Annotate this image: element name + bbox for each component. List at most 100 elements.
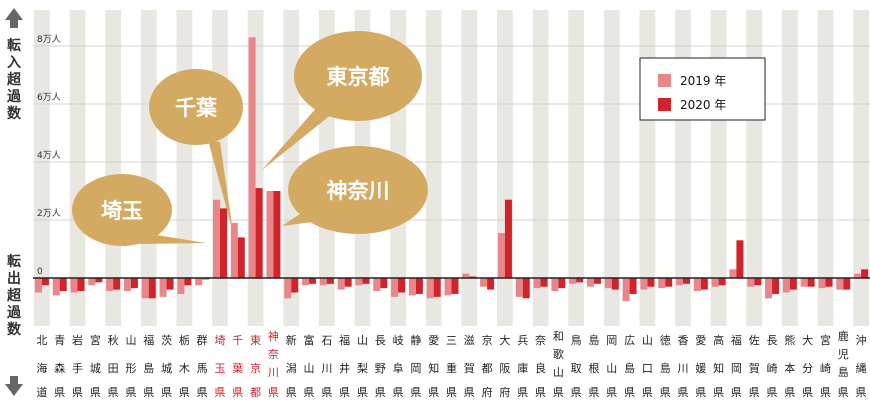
- bar: [284, 278, 292, 299]
- prefecture-label-char: 高: [713, 333, 724, 347]
- bar: [647, 278, 655, 287]
- prefecture-label-char: 県: [143, 386, 154, 399]
- prefecture-label-char: 県: [713, 386, 724, 399]
- bar: [818, 278, 826, 289]
- prefecture-label-char: 京: [250, 361, 261, 375]
- prefecture-label-char: 県: [660, 386, 671, 399]
- bar: [34, 278, 42, 293]
- prefecture-label-char: 県: [571, 386, 582, 399]
- column-stripe: [105, 10, 122, 326]
- bar: [611, 278, 619, 290]
- prefecture-label-char: 本: [784, 361, 795, 375]
- bar: [106, 278, 114, 292]
- prefecture-label-char: 口: [642, 362, 653, 375]
- prefecture-label-char: 重: [446, 361, 457, 375]
- prefecture-label-char: 宮: [820, 333, 831, 347]
- prefecture-label-char: 県: [161, 386, 172, 399]
- bar: [95, 278, 103, 283]
- callout-label: 東京都: [327, 65, 390, 89]
- prefecture-label-char: 東: [250, 334, 261, 347]
- prefecture-label-char: 崎: [820, 361, 831, 375]
- prefecture-label-char: 茨: [161, 333, 172, 347]
- bar: [302, 278, 310, 286]
- callout-tail: [208, 140, 233, 232]
- side-label-negative-char: 過: [6, 305, 22, 321]
- prefecture-label-char: 道: [36, 385, 47, 399]
- prefecture-label-char: 良: [535, 361, 546, 375]
- bar: [326, 278, 334, 284]
- prefecture-label-char: 県: [767, 386, 778, 399]
- bar: [807, 278, 815, 287]
- bar: [622, 278, 630, 302]
- prefecture-label-char: 三: [446, 334, 457, 347]
- bar: [337, 278, 345, 290]
- ytick-label: 2万人: [37, 208, 61, 219]
- bar: [408, 278, 416, 296]
- prefecture-label-char: 県: [410, 386, 421, 399]
- prefecture-label-char: 山: [553, 366, 564, 379]
- bar: [711, 278, 719, 287]
- prefecture-label-char: 梨: [357, 361, 368, 375]
- bar: [658, 278, 666, 289]
- prefecture-label-layer: 北海道青森県岩手県宮城県秋田県山形県福島県茨城県栃木県群馬県埼玉県千葉県東京都神…: [36, 329, 866, 399]
- prefecture-label-char: 香: [678, 334, 689, 347]
- prefecture-label-char: 福: [143, 333, 154, 347]
- prefecture-label-char: 鹿: [838, 329, 849, 343]
- prefecture-label-char: 葉: [232, 361, 243, 375]
- bar: [355, 278, 363, 286]
- bar: [123, 278, 131, 292]
- bar: [88, 278, 96, 286]
- bar: [462, 273, 470, 278]
- prefecture-label-char: 愛: [695, 334, 706, 347]
- prefecture-label-char: 大: [802, 333, 813, 347]
- ytick-layer: 0 2万人 4万人 6万人 8万人: [37, 34, 61, 277]
- prefecture-label-char: 大: [499, 333, 510, 347]
- prefecture-label-char: 歌: [553, 347, 564, 361]
- bar: [480, 278, 488, 287]
- prefecture-label-char: 崎: [767, 361, 778, 375]
- bar: [754, 278, 762, 286]
- callout-label: 千葉: [175, 96, 218, 120]
- prefecture-label-char: 県: [90, 386, 101, 399]
- prefecture-label-char: 県: [606, 386, 617, 399]
- bar: [184, 278, 192, 286]
- prefecture-label-char: 静: [410, 333, 421, 347]
- prefecture-label-char: 県: [286, 386, 297, 399]
- prefecture-label-char: 城: [161, 362, 172, 375]
- bar: [629, 278, 637, 294]
- prefecture-label-char: 島: [588, 333, 599, 347]
- bar: [861, 269, 869, 278]
- bar: [230, 222, 238, 278]
- prefecture-label-char: 海: [36, 361, 47, 375]
- bar: [195, 278, 203, 286]
- bar: [718, 278, 726, 286]
- prefecture-label-char: 岡: [410, 362, 421, 375]
- bar: [237, 237, 245, 278]
- bar: [515, 278, 523, 297]
- prefecture-label-char: 取: [571, 362, 582, 375]
- bar: [551, 278, 559, 292]
- side-label-positive-char: 入: [7, 55, 21, 71]
- bar: [344, 278, 352, 287]
- prefecture-label-char: 県: [428, 386, 439, 399]
- bar: [736, 240, 744, 278]
- prefecture-label-char: 井: [339, 361, 350, 375]
- bar: [451, 278, 459, 294]
- prefecture-label-char: 潟: [286, 362, 297, 375]
- bar: [59, 278, 67, 292]
- legend-entry: 2019 年: [680, 74, 726, 88]
- prefecture-label-char: 長: [375, 334, 386, 347]
- side-label-negative-char: 超: [6, 287, 22, 304]
- legend-swatch: [658, 74, 671, 87]
- side-label-negative-char: 数: [7, 321, 22, 338]
- prefecture-label-char: 県: [197, 386, 208, 399]
- bar: [433, 278, 441, 297]
- prefecture-label-char: 岩: [72, 333, 83, 347]
- prefecture-label-char: 奈: [535, 333, 546, 347]
- prefecture-label-char: 徳: [660, 334, 671, 347]
- prefecture-label-char: 野: [375, 362, 386, 375]
- bar: [693, 278, 701, 292]
- prefecture-label-char: 山: [357, 334, 368, 347]
- prefecture-label-char: 県: [535, 386, 546, 399]
